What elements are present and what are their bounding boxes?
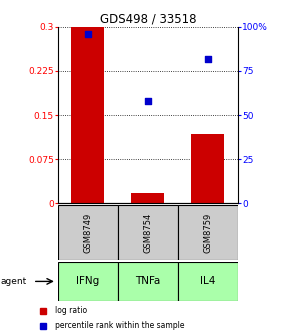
Text: agent: agent (1, 277, 27, 286)
Text: log ratio: log ratio (55, 306, 87, 316)
Bar (191, 134, 224, 203)
Title: GDS498 / 33518: GDS498 / 33518 (100, 13, 196, 26)
Bar (178, 262, 238, 301)
Bar (131, 193, 164, 203)
Text: IFNg: IFNg (76, 277, 99, 286)
Bar (118, 262, 178, 301)
Text: IL4: IL4 (200, 277, 215, 286)
Text: GSM8759: GSM8759 (203, 213, 212, 253)
Point (86, 31, 90, 37)
Text: GSM8754: GSM8754 (143, 213, 153, 253)
Text: TNFa: TNFa (135, 277, 161, 286)
Bar (118, 205, 178, 260)
Point (146, 98, 150, 104)
Text: GSM8749: GSM8749 (84, 213, 93, 253)
Bar (71, 27, 104, 203)
Bar (58, 262, 118, 301)
Point (206, 56, 210, 61)
Bar (58, 205, 118, 260)
Bar (178, 205, 238, 260)
Text: percentile rank within the sample: percentile rank within the sample (55, 322, 184, 331)
